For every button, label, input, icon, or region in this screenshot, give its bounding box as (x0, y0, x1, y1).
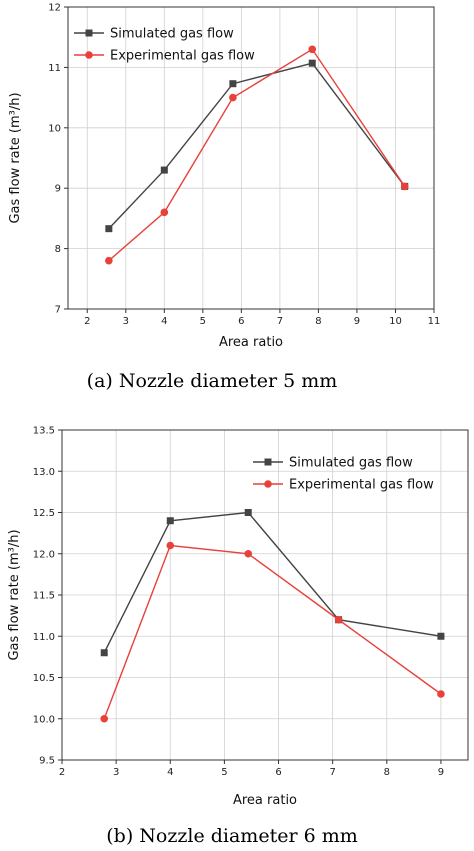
y-tick-label: 11.0 (33, 632, 55, 643)
x-tick-label: 6 (275, 767, 281, 778)
data-point-experimental (166, 541, 175, 550)
series-line-simulated (103, 511, 442, 654)
data-point-experimental (229, 93, 237, 102)
x-tick-label: 7 (329, 767, 335, 778)
x-axis-label: Area ratio (219, 335, 283, 350)
y-tick-label: 12.5 (33, 508, 55, 519)
x-tick-label: 8 (315, 316, 321, 327)
legend-label: Experimental gas flow (289, 478, 434, 493)
series-line-simulated (108, 62, 406, 230)
data-point-simulated (229, 80, 237, 88)
legend-marker-circle (264, 480, 272, 488)
y-tick-label: 13.0 (33, 467, 55, 478)
data-point-experimental (400, 182, 409, 191)
caption-b: (b) Nozzle diameter 6 mm (106, 825, 357, 847)
legend-marker-circle (85, 51, 93, 59)
data-point-simulated (166, 517, 174, 525)
y-tick-label: 9.5 (39, 756, 55, 767)
x-tick-label: 11 (428, 316, 441, 327)
y-tick-label: 13.5 (33, 426, 55, 437)
series-line-experimental (108, 48, 406, 262)
y-axis-label: Gas flow rate (m³/h) (8, 92, 23, 223)
y-tick-label: 10.5 (33, 673, 55, 684)
data-point-experimental (308, 45, 317, 54)
x-tick-label: 8 (384, 767, 390, 778)
x-tick-label: 9 (438, 767, 444, 778)
data-point-experimental (160, 208, 169, 217)
x-tick-label: 2 (59, 767, 65, 778)
y-tick-label: 7 (55, 305, 61, 316)
data-point-experimental (105, 256, 113, 265)
y-tick-label: 12 (48, 3, 61, 14)
legend-label: Simulated gas flow (289, 456, 413, 471)
x-tick-label: 5 (200, 316, 206, 327)
x-tick-label: 3 (123, 316, 129, 327)
legend: Simulated gas flow Experimental gas flow (253, 456, 434, 493)
y-tick-label: 8 (55, 244, 61, 255)
x-tick-label: 5 (221, 767, 227, 778)
y-axis-label: Gas flow rate (m³/h) (7, 529, 22, 660)
data-point-experimental (334, 615, 343, 624)
x-tick-label: 4 (167, 767, 173, 778)
y-tick-label: 10 (48, 123, 61, 134)
legend: Simulated gas flow Experimental gas flow (74, 27, 255, 64)
data-point-experimental (100, 714, 109, 723)
x-axis-label: Area ratio (233, 793, 297, 808)
legend-label: Experimental gas flow (110, 49, 255, 64)
y-tick-label: 11.5 (33, 591, 55, 602)
data-point-simulated (244, 509, 252, 516)
chart-a: 2 3 4 5 6 7 8 9 10 11 7 8 9 10 11 12 Area ratio Gas flow … (8, 3, 440, 351)
data-point-simulated (308, 59, 316, 67)
data-point-simulated (160, 166, 168, 174)
x-tick-label: 3 (113, 767, 119, 778)
legend-marker-square (85, 29, 93, 37)
legend-marker-square (264, 458, 272, 466)
y-tick-label: 11 (48, 63, 61, 74)
y-tick-label: 9 (55, 184, 61, 195)
x-tick-label: 6 (238, 316, 244, 327)
x-tick-label: 4 (161, 316, 167, 327)
data-point-experimental (437, 690, 445, 698)
caption-a: (a) Nozzle diameter 5 mm (87, 370, 338, 392)
plot-frame (67, 6, 435, 310)
data-point-simulated (100, 649, 108, 657)
y-tick-label: 10.0 (33, 714, 55, 725)
data-point-experimental (244, 549, 253, 558)
x-tick-label: 2 (84, 316, 90, 327)
x-tick-label: 7 (277, 316, 283, 327)
data-point-simulated (105, 225, 113, 233)
y-tick-label: 12.0 (33, 549, 55, 560)
series-line-experimental (103, 544, 442, 719)
x-tick-label: 10 (389, 316, 402, 327)
chart-b: 2 3 4 5 6 7 8 9 9.5 10.0 10.5 11.0 11.5 12.0 12.5 13.0 1… (7, 426, 469, 808)
data-point-simulated (437, 632, 445, 640)
x-tick-label: 9 (354, 316, 360, 327)
legend-label: Simulated gas flow (110, 27, 234, 42)
